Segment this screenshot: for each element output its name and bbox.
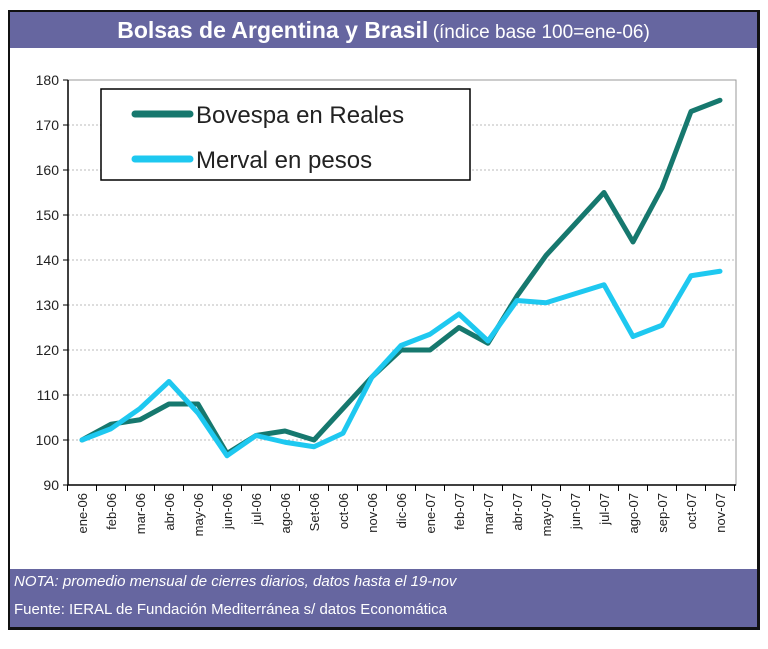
x-tick-label: jun-06 — [220, 493, 235, 530]
x-tick-label: abr-07 — [510, 493, 525, 531]
y-tick-label: 170 — [36, 117, 60, 133]
x-tick-label: ago-06 — [278, 493, 293, 533]
y-tick-label: 100 — [36, 432, 60, 448]
x-tick-label: ene-07 — [423, 493, 438, 533]
x-tick-label: may-07 — [539, 493, 554, 536]
y-tick-label: 130 — [36, 297, 60, 313]
y-tick-label: 140 — [36, 252, 60, 268]
y-tick-label: 120 — [36, 342, 60, 358]
x-tick-label: feb-06 — [104, 493, 119, 530]
x-tick-label: mar-06 — [133, 493, 148, 534]
x-tick-label: may-06 — [191, 493, 206, 536]
chart-title-bar: Bolsas de Argentina y Brasil (índice bas… — [10, 12, 757, 48]
x-tick-label: jul-07 — [597, 493, 612, 526]
x-tick-label: jun-07 — [568, 493, 583, 530]
footnote: NOTA: promedio mensual de cierres diario… — [14, 573, 457, 590]
x-tick-label: oct-07 — [684, 493, 699, 529]
source-note: Fuente: IERAL de Fundación Mediterránea … — [14, 601, 448, 618]
y-tick-label: 160 — [36, 162, 60, 178]
legend-label: Merval en pesos — [196, 147, 372, 174]
x-tick-label: jul-06 — [249, 493, 264, 526]
chart-footer: NOTA: promedio mensual de cierres diario… — [10, 569, 757, 627]
x-tick-label: sep-07 — [655, 493, 670, 533]
y-tick-label: 180 — [36, 72, 60, 88]
x-tick-label: ago-07 — [626, 493, 641, 533]
x-tick-label: feb-07 — [452, 493, 467, 530]
x-tick-label: dic-06 — [394, 493, 409, 528]
legend-label: Bovespa en Reales — [196, 102, 404, 129]
y-tick-label: 110 — [37, 387, 60, 403]
x-tick-label: nov-06 — [365, 493, 380, 533]
chart-subtitle: (índice base 100=ene-06) — [432, 22, 650, 43]
y-tick-label: 150 — [36, 207, 60, 223]
legend — [100, 88, 471, 181]
y-tick-label: 90 — [43, 477, 59, 493]
x-tick-label: abr-06 — [162, 493, 177, 531]
x-tick-label: nov-07 — [713, 493, 728, 533]
chart-title: Bolsas de Argentina y Brasil — [117, 17, 429, 43]
x-tick-label: oct-06 — [336, 493, 351, 529]
x-tick-label: mar-07 — [481, 493, 496, 534]
series-line-merval — [79, 268, 723, 459]
x-tick-label: Set-06 — [307, 493, 322, 531]
x-tick-label: ene-06 — [75, 493, 90, 533]
